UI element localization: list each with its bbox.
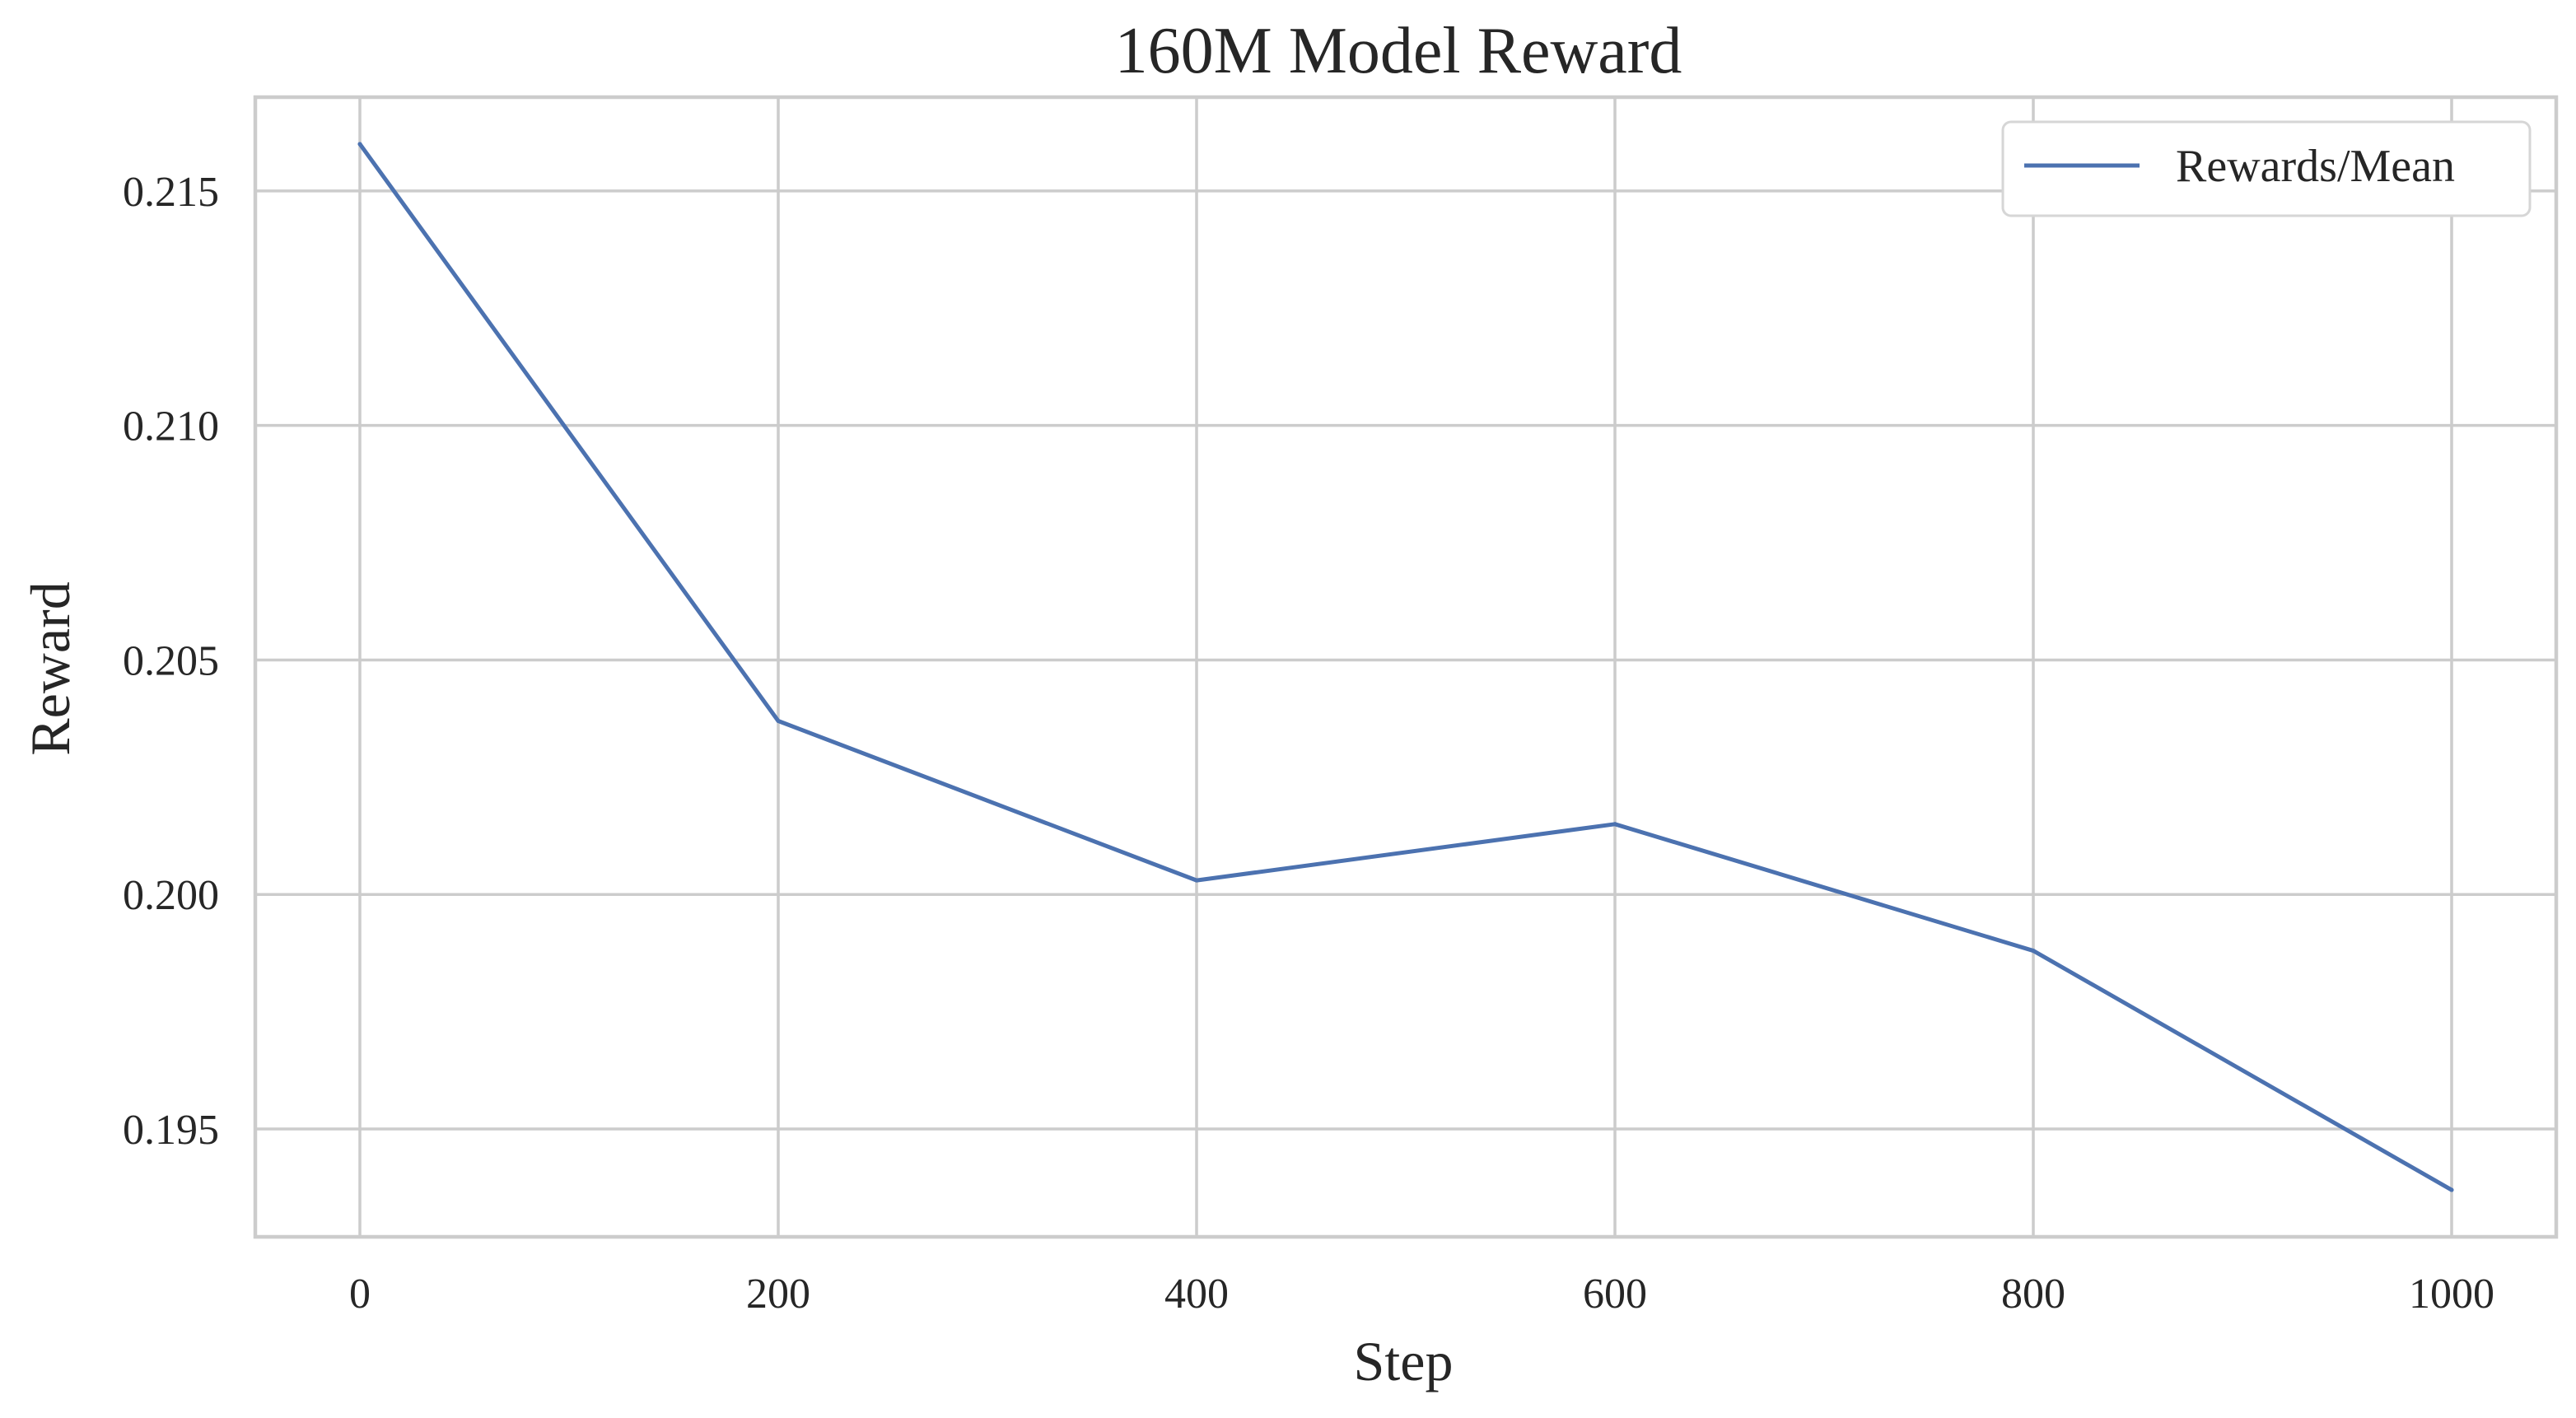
- y-tick-label: 0.210: [123, 403, 219, 450]
- x-tick-label: 0: [349, 1271, 371, 1318]
- data-point: [1194, 878, 1199, 883]
- legend-box: [2001, 120, 2532, 217]
- y-tick-label: 0.195: [123, 1107, 219, 1154]
- y-axis-label: Reward: [19, 581, 82, 755]
- x-axis-label: Step: [1354, 1330, 1454, 1392]
- x-tick-label: 200: [746, 1271, 810, 1318]
- data-point: [357, 142, 362, 147]
- x-tick-label: 600: [1583, 1271, 1647, 1318]
- plot-area-frame: [253, 95, 2559, 1239]
- x-tick-labels: 0 200 400 600 800 1000: [349, 1271, 2494, 1318]
- y-tick-labels: 0.195 0.200 0.205 0.210 0.215: [123, 169, 219, 1154]
- data-point: [1612, 822, 1617, 827]
- data-point: [776, 718, 781, 723]
- data-point: [2449, 1187, 2454, 1192]
- y-tick-label: 0.200: [123, 872, 219, 919]
- y-tick-label: 0.205: [123, 637, 219, 684]
- x-tick-label: 1000: [2409, 1271, 2494, 1318]
- legend: Rewards/Mean: [2001, 120, 2532, 217]
- series-layer: [357, 142, 2454, 1192]
- data-point: [2031, 949, 2036, 954]
- y-tick-label: 0.215: [123, 169, 219, 216]
- legend-label-rewards-mean: Rewards/Mean: [2176, 141, 2455, 192]
- x-tick-label: 400: [1164, 1271, 1229, 1318]
- series-line-rewards-mean: [357, 142, 2454, 1192]
- chart-title: 160M Model Reward: [1115, 15, 1682, 87]
- x-tick-label: 800: [2001, 1271, 2065, 1318]
